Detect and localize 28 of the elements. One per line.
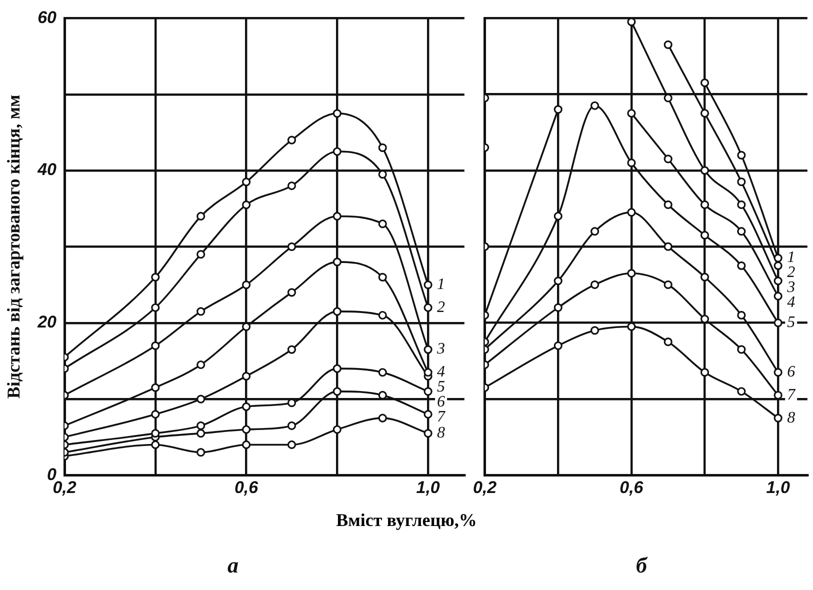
x-tick-label: 0,6 [620, 478, 644, 498]
x-tick-label: 1,0 [766, 478, 790, 498]
series-label: 1 [437, 276, 446, 293]
series-label: 7 [787, 386, 796, 404]
x-tick-label: 0,2 [472, 478, 498, 498]
x-tick-label: 0,6 [234, 478, 259, 498]
text: а [228, 552, 238, 578]
series-label: 4 [437, 364, 446, 381]
x-axis-title: Вміст вуглецю,% [335, 510, 478, 531]
series-label: 4 [787, 294, 796, 312]
series-label: 6 [787, 364, 796, 381]
series-label: 7 [437, 408, 446, 426]
series-label: 8 [437, 424, 446, 442]
series-label: 5 [787, 314, 796, 332]
series-label: 3 [786, 279, 796, 296]
y-tick-label: 60 [38, 8, 58, 27]
text: б [636, 552, 648, 578]
y-axis-title: Відстань від загартованого кінця, мм [3, 94, 24, 399]
y-tick-label: 20 [36, 312, 58, 332]
series-label: 6 [437, 394, 446, 411]
series-label: 2 [787, 264, 796, 282]
y-tick-label: 40 [36, 160, 58, 180]
series-label: 2 [437, 298, 446, 316]
x-tick-label: 1,0 [416, 478, 440, 498]
series-label: 1 [787, 249, 796, 266]
series-label: 8 [787, 409, 796, 426]
series-label: 3 [436, 340, 446, 358]
series-label: 5 [437, 378, 446, 396]
